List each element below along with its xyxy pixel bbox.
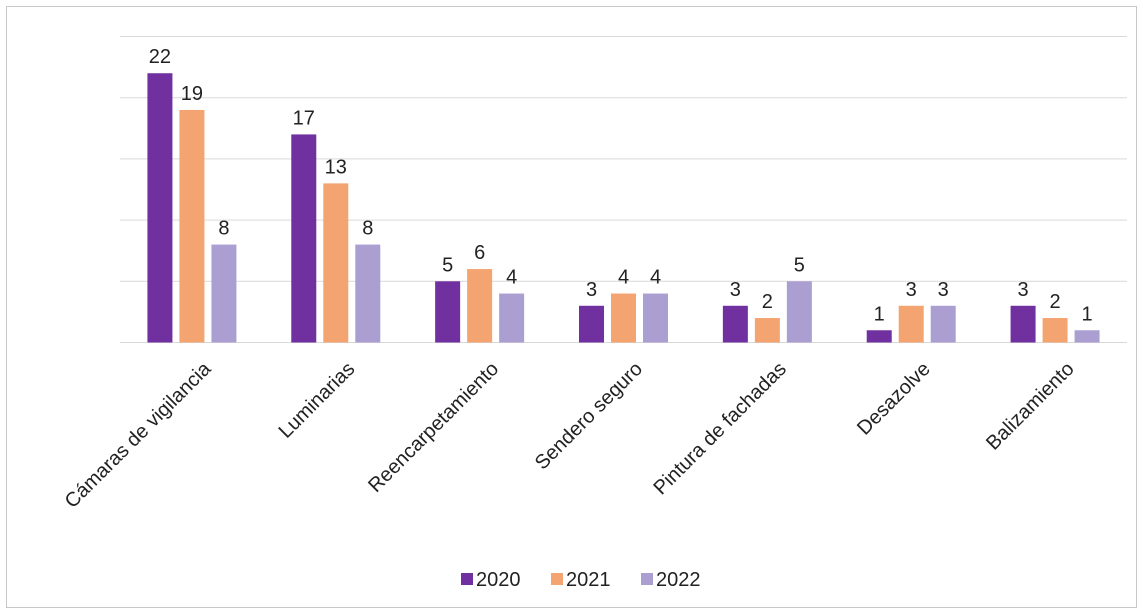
data-label: 2: [1050, 291, 1061, 313]
data-label: 2: [762, 291, 773, 313]
legend-swatch: [641, 573, 653, 585]
bar-2020: [435, 281, 461, 343]
data-label: 17: [293, 107, 315, 129]
bar-2021: [467, 269, 493, 343]
data-label: 3: [1018, 279, 1029, 301]
bar-2022: [930, 305, 956, 343]
bar-2022: [643, 293, 668, 343]
bar-2020: [1010, 305, 1036, 343]
bar-2021: [323, 183, 349, 343]
legend-label: 2022: [656, 569, 701, 591]
category-label: Reencarpetamiento: [364, 358, 503, 497]
bar-2020: [866, 330, 892, 343]
bar-2022: [786, 281, 812, 343]
category-label: Sendero seguro: [531, 358, 647, 474]
bar-2020: [722, 305, 748, 343]
bars: [147, 73, 1100, 343]
data-label: 1: [1082, 303, 1093, 325]
category-label: Balizamiento: [982, 358, 1079, 455]
legend-label: 2021: [566, 569, 611, 591]
bar-2021: [179, 109, 205, 343]
legend-label: 2020: [476, 569, 521, 591]
bar-2020: [579, 305, 604, 343]
data-label: 4: [506, 267, 517, 289]
category-labels: Cámaras de vigilancia Luminarias Reencarpe…: [61, 357, 1079, 512]
bar-2020: [147, 73, 173, 343]
data-label: 8: [362, 218, 373, 240]
data-label: 4: [650, 267, 661, 289]
bar-2021: [898, 305, 924, 343]
data-label: 4: [618, 267, 629, 289]
category-label: Pintura de fachadas: [650, 358, 791, 499]
bar-2021: [1042, 318, 1068, 343]
bar-2021: [611, 293, 636, 343]
data-label: 3: [906, 279, 917, 301]
legend-swatch: [551, 573, 563, 585]
bar-2022: [355, 244, 381, 343]
data-label: 3: [730, 279, 741, 301]
data-label: 3: [586, 279, 597, 301]
data-label: 5: [794, 254, 805, 276]
legend-swatch: [461, 573, 473, 585]
bar-2022: [1074, 330, 1100, 343]
bar-2022: [211, 244, 237, 343]
data-label: 8: [218, 218, 229, 240]
data-label: 19: [181, 83, 203, 105]
data-label: 5: [442, 254, 453, 276]
legend: 2020 2021 2022: [461, 569, 701, 591]
data-label: 22: [149, 46, 171, 68]
bar-2020: [291, 134, 317, 343]
category-label: Desazolve: [853, 358, 935, 440]
data-label: 1: [874, 303, 885, 325]
category-label: Luminarias: [275, 358, 360, 443]
data-label: 3: [938, 279, 949, 301]
gridlines: [120, 36, 1127, 343]
category-label: Cámaras de vigilancia: [61, 357, 216, 512]
bar-2022: [499, 293, 525, 343]
data-label: 13: [325, 156, 347, 178]
bar-2021: [754, 318, 780, 343]
data-label: 6: [474, 242, 485, 264]
